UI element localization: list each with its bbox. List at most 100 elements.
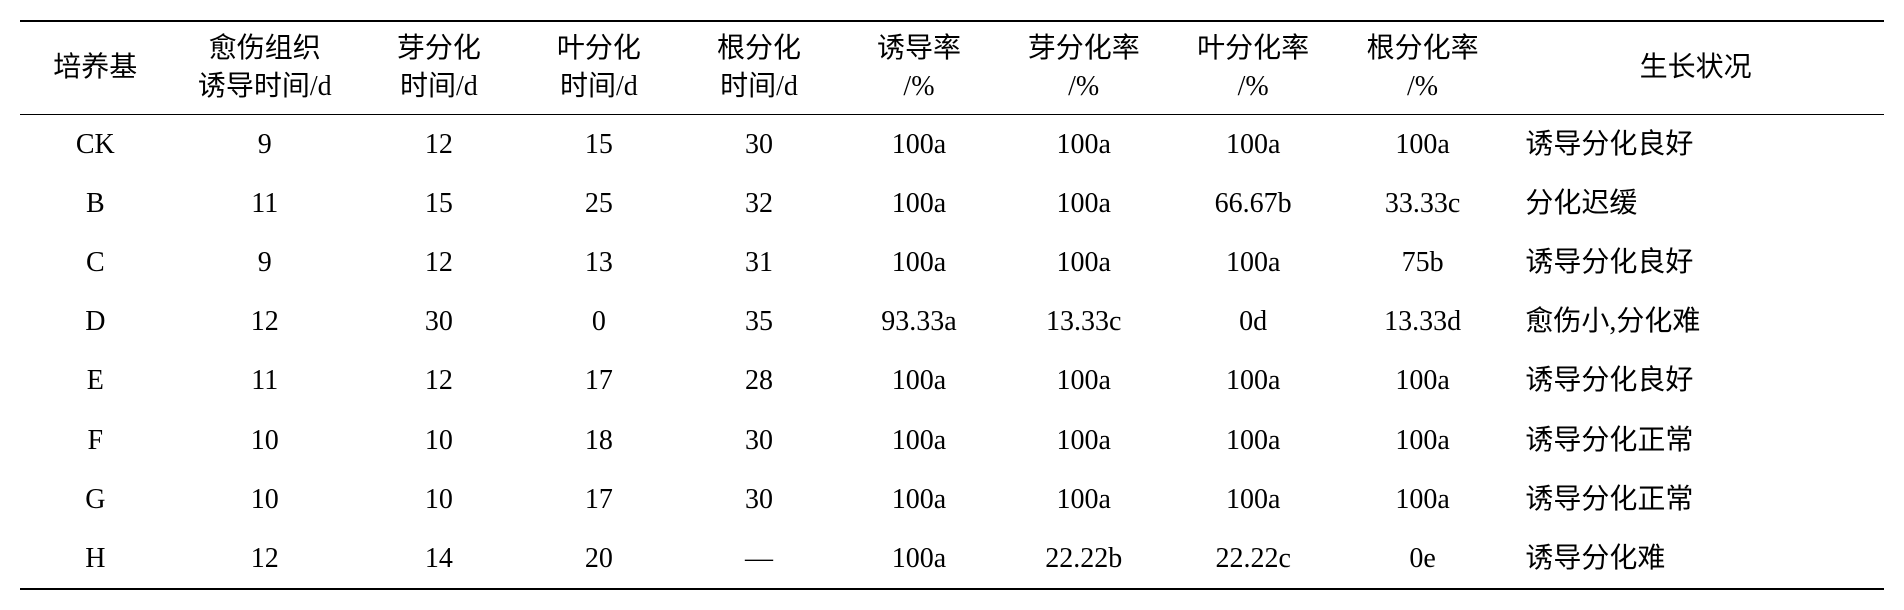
cell-shoot_time: 12 — [359, 351, 519, 410]
table-row: B11152532100a100a66.67b33.33c分化迟缓 — [20, 174, 1884, 233]
cell-medium: F — [20, 411, 171, 470]
col-header-shoot-time: 芽分化时间/d — [359, 21, 519, 114]
cell-growth: 诱导分化正常 — [1507, 470, 1884, 529]
cell-leaf_rate: 100a — [1168, 114, 1337, 174]
cell-shoot_rate: 100a — [999, 470, 1168, 529]
cell-growth: 诱导分化良好 — [1507, 114, 1884, 174]
cell-leaf_rate: 100a — [1168, 411, 1337, 470]
cell-root_time: 30 — [679, 114, 839, 174]
cell-induction_rate: 100a — [839, 529, 999, 589]
cell-root_rate: 100a — [1338, 351, 1507, 410]
cell-shoot_time: 10 — [359, 470, 519, 529]
cell-shoot_rate: 100a — [999, 233, 1168, 292]
col-header-root-time: 根分化时间/d — [679, 21, 839, 114]
cell-growth: 诱导分化难 — [1507, 529, 1884, 589]
cell-growth: 诱导分化良好 — [1507, 233, 1884, 292]
cell-leaf_time: 0 — [519, 292, 679, 351]
cell-medium: E — [20, 351, 171, 410]
cell-callus_time: 12 — [171, 529, 359, 589]
cell-root_rate: 100a — [1338, 411, 1507, 470]
cell-medium: B — [20, 174, 171, 233]
col-header-root-rate: 根分化率/% — [1338, 21, 1507, 114]
cell-leaf_time: 25 — [519, 174, 679, 233]
cell-growth: 诱导分化良好 — [1507, 351, 1884, 410]
cell-leaf_time: 17 — [519, 470, 679, 529]
cell-induction_rate: 93.33a — [839, 292, 999, 351]
cell-root_rate: 100a — [1338, 470, 1507, 529]
cell-growth: 愈伤小,分化难 — [1507, 292, 1884, 351]
cell-leaf_rate: 100a — [1168, 351, 1337, 410]
cell-leaf_time: 15 — [519, 114, 679, 174]
cell-induction_rate: 100a — [839, 233, 999, 292]
table-row: F10101830100a100a100a100a诱导分化正常 — [20, 411, 1884, 470]
cell-leaf_time: 20 — [519, 529, 679, 589]
cell-shoot_rate: 100a — [999, 411, 1168, 470]
cell-shoot_rate: 100a — [999, 114, 1168, 174]
cell-shoot_time: 14 — [359, 529, 519, 589]
cell-shoot_time: 12 — [359, 233, 519, 292]
col-header-shoot-rate: 芽分化率/% — [999, 21, 1168, 114]
cell-medium: D — [20, 292, 171, 351]
col-header-leaf-time: 叶分化时间/d — [519, 21, 679, 114]
col-header-growth: 生长状况 — [1507, 21, 1884, 114]
cell-root_time: 30 — [679, 470, 839, 529]
cell-callus_time: 9 — [171, 114, 359, 174]
cell-root_time: 35 — [679, 292, 839, 351]
cell-leaf_time: 17 — [519, 351, 679, 410]
col-header-callus-time: 愈伤组织诱导时间/d — [171, 21, 359, 114]
cell-root_time: 32 — [679, 174, 839, 233]
table-row: G10101730100a100a100a100a诱导分化正常 — [20, 470, 1884, 529]
cell-leaf_rate: 0d — [1168, 292, 1337, 351]
cell-induction_rate: 100a — [839, 174, 999, 233]
cell-callus_time: 12 — [171, 292, 359, 351]
cell-shoot_time: 15 — [359, 174, 519, 233]
cell-leaf_rate: 100a — [1168, 470, 1337, 529]
table-row: H121420—100a22.22b22.22c0e诱导分化难 — [20, 529, 1884, 589]
cell-induction_rate: 100a — [839, 114, 999, 174]
cell-root_time: 30 — [679, 411, 839, 470]
cell-leaf_rate: 100a — [1168, 233, 1337, 292]
table-row: C9121331100a100a100a75b诱导分化良好 — [20, 233, 1884, 292]
cell-root_time: 31 — [679, 233, 839, 292]
table-row: E11121728100a100a100a100a诱导分化良好 — [20, 351, 1884, 410]
cell-medium: CK — [20, 114, 171, 174]
cell-root_time: — — [679, 529, 839, 589]
cell-medium: C — [20, 233, 171, 292]
cell-induction_rate: 100a — [839, 411, 999, 470]
table-row: D123003593.33a13.33c0d13.33d愈伤小,分化难 — [20, 292, 1884, 351]
cell-growth: 分化迟缓 — [1507, 174, 1884, 233]
cell-shoot_time: 12 — [359, 114, 519, 174]
col-header-leaf-rate: 叶分化率/% — [1168, 21, 1337, 114]
cell-induction_rate: 100a — [839, 351, 999, 410]
cell-shoot_time: 10 — [359, 411, 519, 470]
cell-shoot_rate: 13.33c — [999, 292, 1168, 351]
cell-medium: G — [20, 470, 171, 529]
col-header-induction-rate: 诱导率/% — [839, 21, 999, 114]
cell-callus_time: 9 — [171, 233, 359, 292]
cell-shoot_rate: 100a — [999, 174, 1168, 233]
cell-induction_rate: 100a — [839, 470, 999, 529]
cell-root_rate: 13.33d — [1338, 292, 1507, 351]
cell-leaf_rate: 66.67b — [1168, 174, 1337, 233]
table-row: CK9121530100a100a100a100a诱导分化良好 — [20, 114, 1884, 174]
cell-leaf_time: 18 — [519, 411, 679, 470]
table-body: CK9121530100a100a100a100a诱导分化良好B11152532… — [20, 114, 1884, 589]
col-header-medium: 培养基 — [20, 21, 171, 114]
cell-shoot_rate: 100a — [999, 351, 1168, 410]
cell-shoot_rate: 22.22b — [999, 529, 1168, 589]
cell-root_rate: 75b — [1338, 233, 1507, 292]
cell-callus_time: 11 — [171, 174, 359, 233]
cell-root_rate: 33.33c — [1338, 174, 1507, 233]
cell-root_rate: 0e — [1338, 529, 1507, 589]
cell-leaf_time: 13 — [519, 233, 679, 292]
cell-growth: 诱导分化正常 — [1507, 411, 1884, 470]
table-header-row: 培养基 愈伤组织诱导时间/d 芽分化时间/d 叶分化时间/d 根分化时间/d 诱… — [20, 21, 1884, 114]
cell-root_time: 28 — [679, 351, 839, 410]
cell-medium: H — [20, 529, 171, 589]
cell-root_rate: 100a — [1338, 114, 1507, 174]
data-table: 培养基 愈伤组织诱导时间/d 芽分化时间/d 叶分化时间/d 根分化时间/d 诱… — [20, 20, 1884, 590]
cell-callus_time: 10 — [171, 411, 359, 470]
cell-leaf_rate: 22.22c — [1168, 529, 1337, 589]
cell-shoot_time: 30 — [359, 292, 519, 351]
cell-callus_time: 11 — [171, 351, 359, 410]
